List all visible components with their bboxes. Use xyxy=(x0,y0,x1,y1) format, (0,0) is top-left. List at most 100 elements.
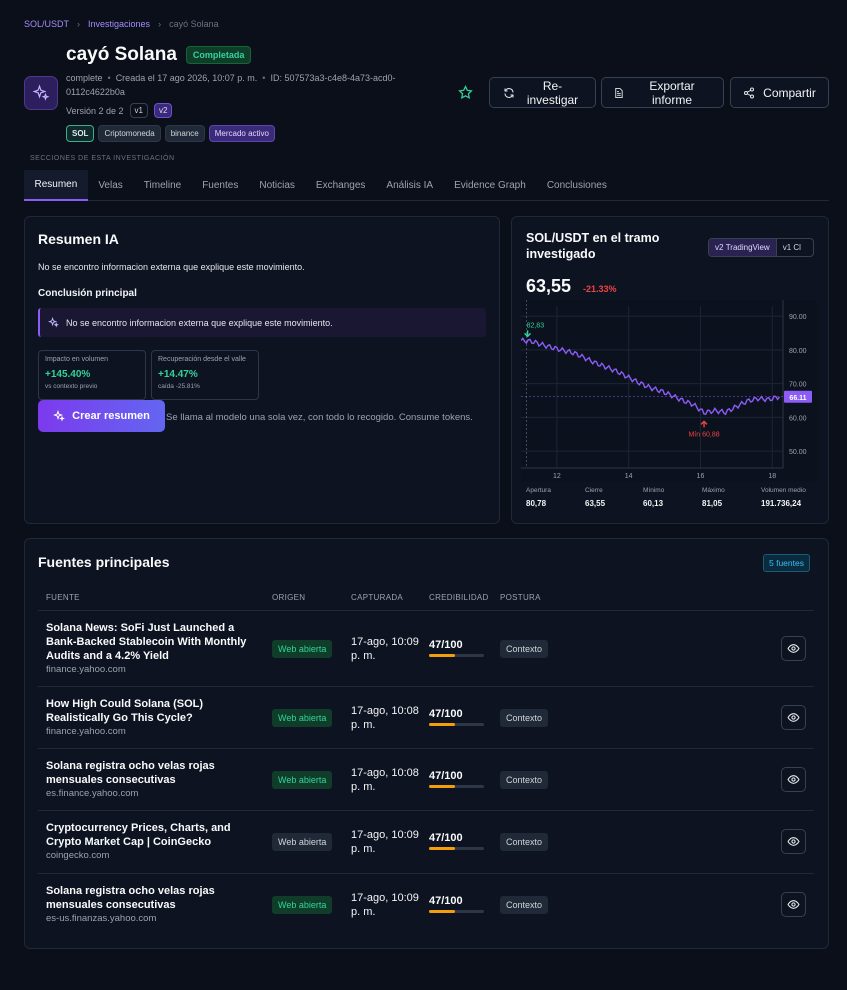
credibility-score: 47/100 xyxy=(429,708,463,720)
table-row[interactable]: How High Could Solana (SOL) Realisticall… xyxy=(38,686,814,748)
page-title-row: cayó Solana Completada xyxy=(66,44,252,66)
current-price: 63,55 xyxy=(526,276,572,296)
table-row[interactable]: Cryptocurrency Prices, Charts, and Crypt… xyxy=(38,810,814,873)
captured-time: 17-ago, 10:08 p. m. xyxy=(351,767,419,793)
eye-icon xyxy=(787,775,800,784)
source-domain: es-us.finanzas.yahoo.com xyxy=(46,913,157,924)
source-title[interactable]: Solana registra ocho velas rojas mensual… xyxy=(46,885,215,911)
chart-version-toggle: v2 TradingView v1 Cl xyxy=(708,238,814,257)
stance-badge: Contexto xyxy=(500,640,549,658)
eye-icon xyxy=(787,900,800,909)
credibility-score: 47/100 xyxy=(429,639,463,651)
stat-label: Apertura xyxy=(526,487,551,494)
table-row[interactable]: Solana News: SoFi Just Launched a Bank-B… xyxy=(38,610,814,686)
origin-badge: Web abierta xyxy=(272,640,333,658)
y-tick-label: 50.00 xyxy=(789,449,807,456)
tag-criptomoneda: Criptomoneda xyxy=(98,125,161,142)
sources-count-badge: 5 fuentes xyxy=(763,554,810,572)
stat-cierre: Cierre 63,55 xyxy=(585,487,605,508)
tab-fuentes[interactable]: Fuentes xyxy=(202,180,239,191)
breadcrumb-section[interactable]: Investigaciones xyxy=(88,19,151,29)
stat-label: Cierre xyxy=(585,487,603,494)
section-tabs: Resumen Velas Timeline Fuentes Noticias … xyxy=(24,170,829,201)
origin-badge: Web abierta xyxy=(272,896,333,914)
stat-value: 81,05 xyxy=(702,499,723,508)
source-title[interactable]: How High Could Solana (SOL) Realisticall… xyxy=(46,698,204,724)
toggle-tag: v1 xyxy=(782,243,792,252)
version-chip-v1[interactable]: v1 xyxy=(129,103,148,118)
tab-noticias[interactable]: Noticias xyxy=(259,180,295,191)
stance-badge: Contexto xyxy=(500,833,549,851)
share-label: Compartir xyxy=(763,85,816,100)
stat-label: Mínimo xyxy=(643,487,665,494)
stat-volume-impact: Impacto en volumen +145.40% vs contexto … xyxy=(38,350,146,400)
share-button[interactable]: Compartir xyxy=(730,77,829,108)
stat-maximo: Máximo 81,05 xyxy=(702,487,725,508)
tab-velas[interactable]: Velas xyxy=(98,180,123,191)
x-tick-label: 16 xyxy=(697,473,705,480)
meta-state: complete xyxy=(66,73,103,83)
credibility-bar xyxy=(429,910,484,913)
table-row[interactable]: Solana registra ocho velas rojas mensual… xyxy=(38,748,814,810)
conclusion-text: No se encontro informacion externa que e… xyxy=(66,317,333,328)
summary-card xyxy=(24,216,500,524)
credibility-bar xyxy=(429,723,484,726)
last-price-label: 66.11 xyxy=(789,395,806,402)
stat-label: Recuperación desde el valle xyxy=(158,356,246,363)
sources-card xyxy=(24,538,829,949)
col-postura: POSTURA xyxy=(500,593,541,602)
source-title[interactable]: Solana News: SoFi Just Launched a Bank-B… xyxy=(46,622,247,662)
credibility-score: 47/100 xyxy=(429,895,463,907)
export-report-button[interactable]: Exportar informe xyxy=(601,77,724,108)
tag-sol: SOL xyxy=(66,125,95,142)
credibility-score: 47/100 xyxy=(429,770,463,782)
arrow-up-icon xyxy=(700,420,708,428)
stat-label: Impacto en volumen xyxy=(45,356,109,363)
favorite-star-icon[interactable] xyxy=(458,85,473,103)
price-chart[interactable]: 90.00 80.00 70.00 60.00 50.00 12 14 16 18 66.11 82… xyxy=(521,300,817,482)
create-summary-note: Se llama al modelo una sola vez, con tod… xyxy=(166,412,473,423)
tab-conclusiones[interactable]: Conclusiones xyxy=(546,180,607,191)
source-domain: finance.yahoo.com xyxy=(46,726,126,737)
stat-label: Máximo xyxy=(702,487,725,494)
col-capturada: CAPTURADA xyxy=(351,593,404,602)
source-title[interactable]: Solana registra ocho velas rojas mensual… xyxy=(46,760,215,786)
tab-resumen[interactable]: Resumen xyxy=(24,170,88,201)
chevron-right-icon: › xyxy=(77,19,81,29)
toggle-tag: v2 xyxy=(715,243,724,252)
table-row[interactable]: Solana registra ocho velas rojas mensual… xyxy=(38,873,814,936)
view-source-button[interactable] xyxy=(781,636,806,661)
source-domain: es.finance.yahoo.com xyxy=(46,788,139,799)
eye-icon xyxy=(787,837,800,846)
y-tick-label: 60.00 xyxy=(789,415,807,422)
credibility-bar-fill xyxy=(429,847,455,850)
reinvestigate-button[interactable]: Re-investigar xyxy=(489,77,596,108)
stat-value: +145.40% xyxy=(45,369,91,380)
create-summary-button[interactable]: Crear resumen xyxy=(38,400,165,432)
tab-evidence-graph[interactable]: Evidence Graph xyxy=(454,180,526,191)
origin-badge: Web abierta xyxy=(272,771,333,789)
toggle-classic[interactable]: v1 Cl xyxy=(775,239,807,256)
version-chip-v2[interactable]: v2 xyxy=(154,103,173,118)
eye-icon xyxy=(787,644,800,653)
max-marker-label: 82,83 xyxy=(527,322,545,329)
tab-timeline[interactable]: Timeline xyxy=(143,180,182,191)
view-source-button[interactable] xyxy=(781,767,806,792)
stat-value: 63,55 xyxy=(585,499,606,508)
captured-time: 17-ago, 10:09 p. m. xyxy=(351,829,419,855)
view-source-button[interactable] xyxy=(781,705,806,730)
tab-analisis-ia[interactable]: Análisis IA xyxy=(386,180,434,191)
col-fuente: FUENTE xyxy=(46,593,80,602)
x-tick-label: 14 xyxy=(625,473,633,480)
stat-value: +14.47% xyxy=(158,369,198,380)
credibility-score: 47/100 xyxy=(429,832,463,844)
version-selector: Versión 2 de 2 v1 v2 xyxy=(66,103,173,118)
view-source-button[interactable] xyxy=(781,892,806,917)
tab-exchanges[interactable]: Exchanges xyxy=(315,180,366,191)
source-title[interactable]: Cryptocurrency Prices, Charts, and Crypt… xyxy=(46,822,231,848)
view-source-button[interactable] xyxy=(781,829,806,854)
toggle-tradingview[interactable]: v2 TradingView xyxy=(709,239,776,256)
meta-created: Creada el 17 ago 2026, 10:07 p. m. xyxy=(115,73,258,83)
stat-recovery: Recuperación desde el valle +14.47% caíd… xyxy=(151,350,259,400)
breadcrumb-root[interactable]: SOL/USDT xyxy=(24,19,70,29)
